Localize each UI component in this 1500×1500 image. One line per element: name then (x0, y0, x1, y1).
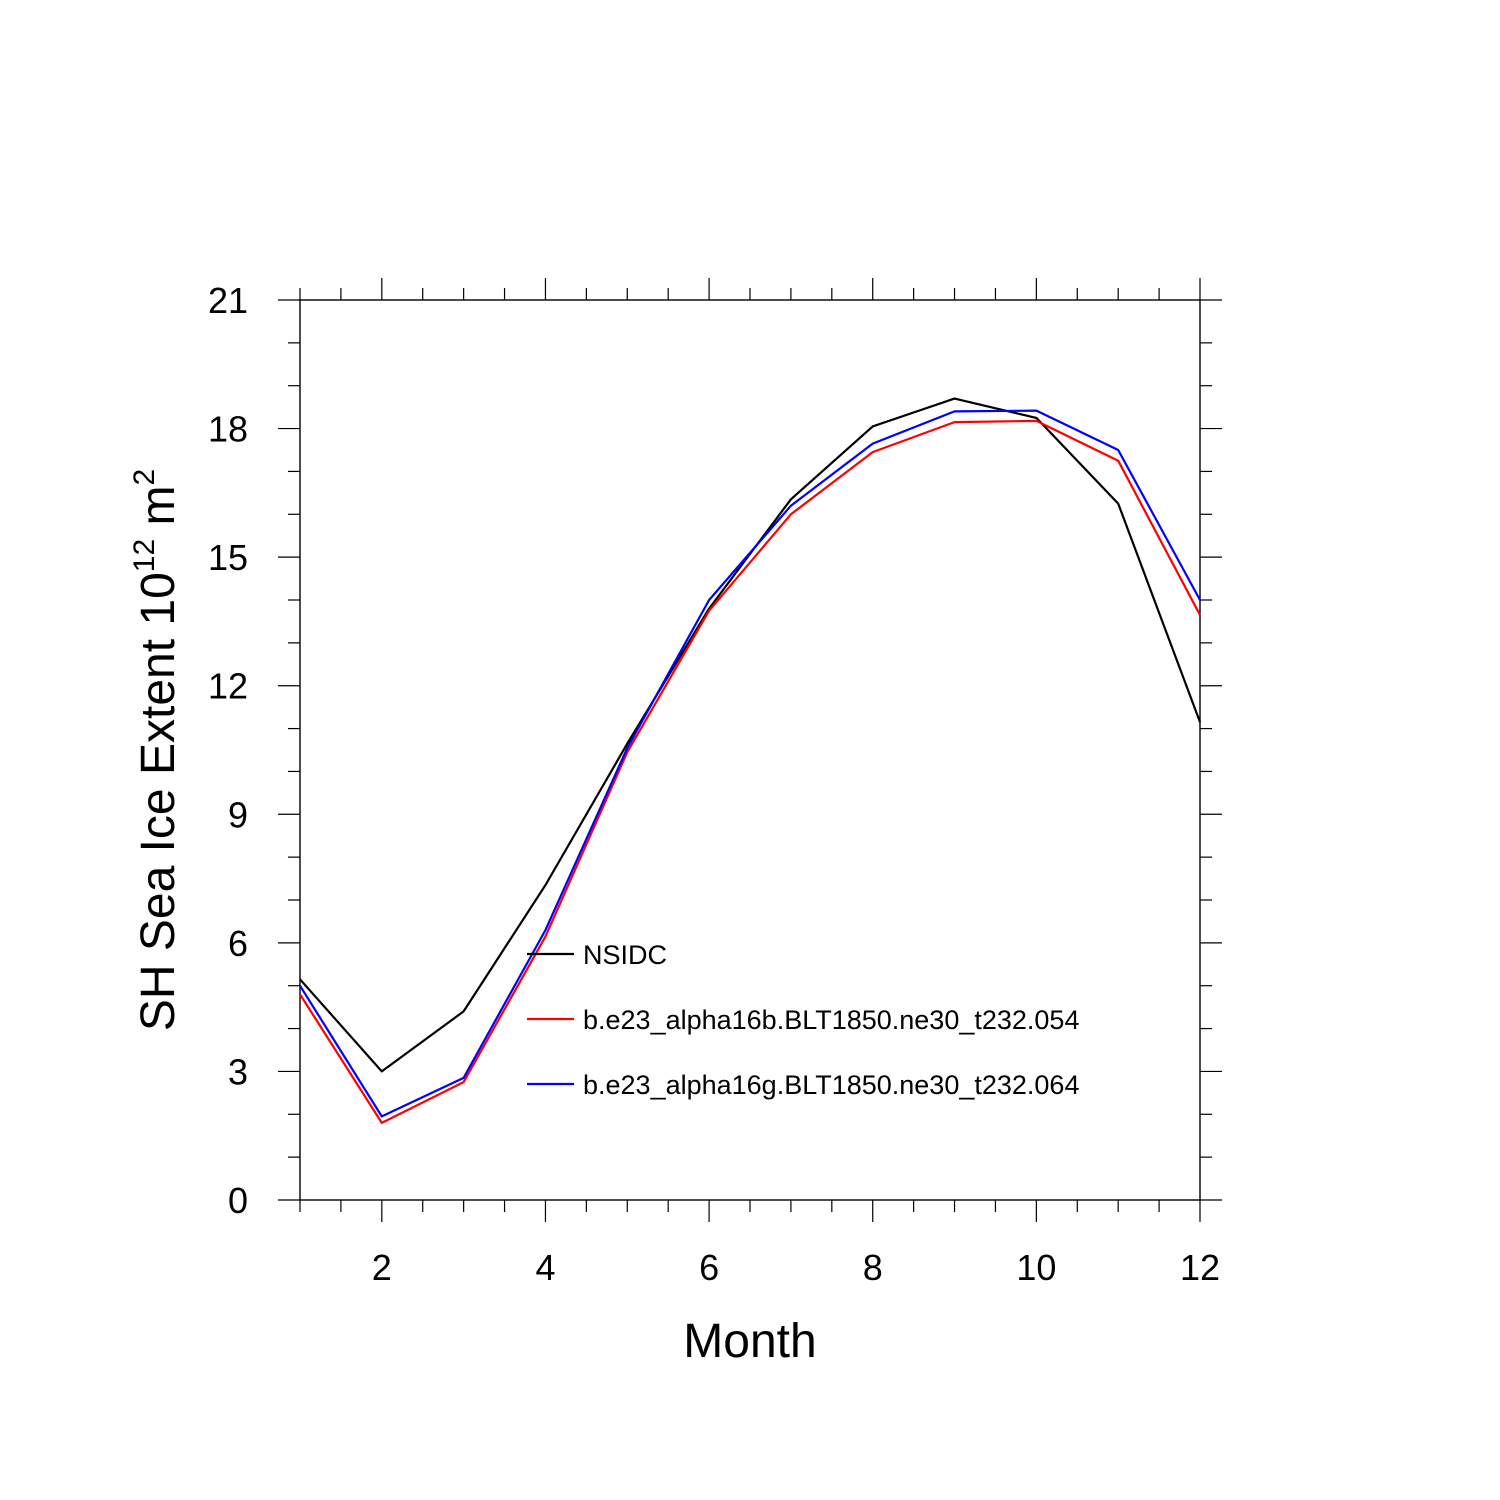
legend-label-1: NSIDC (583, 940, 667, 970)
x-tick-labels: 2 4 6 8 10 12 (372, 1247, 1220, 1288)
series-line-2 (299, 419, 1201, 1125)
y-tick-label: 15 (208, 537, 248, 578)
y-tick-label: 0 (228, 1180, 248, 1221)
x-tick-label: 8 (863, 1247, 883, 1288)
y-axis-title-exponent: 12 (128, 539, 161, 572)
x-tick-label: 2 (372, 1247, 392, 1288)
x-tick-label: 12 (1180, 1247, 1220, 1288)
series-line-3 (299, 409, 1201, 1118)
y-tick-label: 12 (208, 666, 248, 707)
x-tick-label: 4 (535, 1247, 555, 1288)
y-tick-label: 18 (208, 409, 248, 450)
y-axis-title-unit-exponent: 2 (128, 469, 161, 486)
y-tick-labels: 0 3 6 9 12 15 18 21 (208, 280, 248, 1221)
series-line-1 (299, 397, 1202, 1073)
y-tick-label: 3 (228, 1051, 248, 1092)
legend: NSIDC b.e23_alpha16b.BLT1850.ne30_t232.05… (527, 940, 1079, 1100)
y-tick-label: 9 (228, 794, 248, 835)
minor-ticks (288, 288, 1212, 1212)
y-tick-label: 6 (228, 923, 248, 964)
y-axis-title: SH Sea Ice Extent 1012 m2 (128, 469, 185, 1031)
legend-label-3: b.e23_alpha16g.BLT1850.ne30_t232.064 (583, 1070, 1079, 1100)
x-tick-label: 6 (699, 1247, 719, 1288)
legend-label-2: b.e23_alpha16b.BLT1850.ne30_t232.054 (583, 1005, 1079, 1035)
series-group (299, 397, 1202, 1125)
x-axis-title: Month (683, 1315, 816, 1368)
y-tick-label: 21 (208, 280, 248, 321)
major-ticks (278, 278, 1222, 1222)
x-tick-label: 10 (1016, 1247, 1056, 1288)
y-axis-title-main: SH Sea Ice Extent 10 (132, 572, 185, 1031)
plot-frame (299, 299, 1201, 1201)
y-axis-title-unit: m (132, 486, 185, 539)
